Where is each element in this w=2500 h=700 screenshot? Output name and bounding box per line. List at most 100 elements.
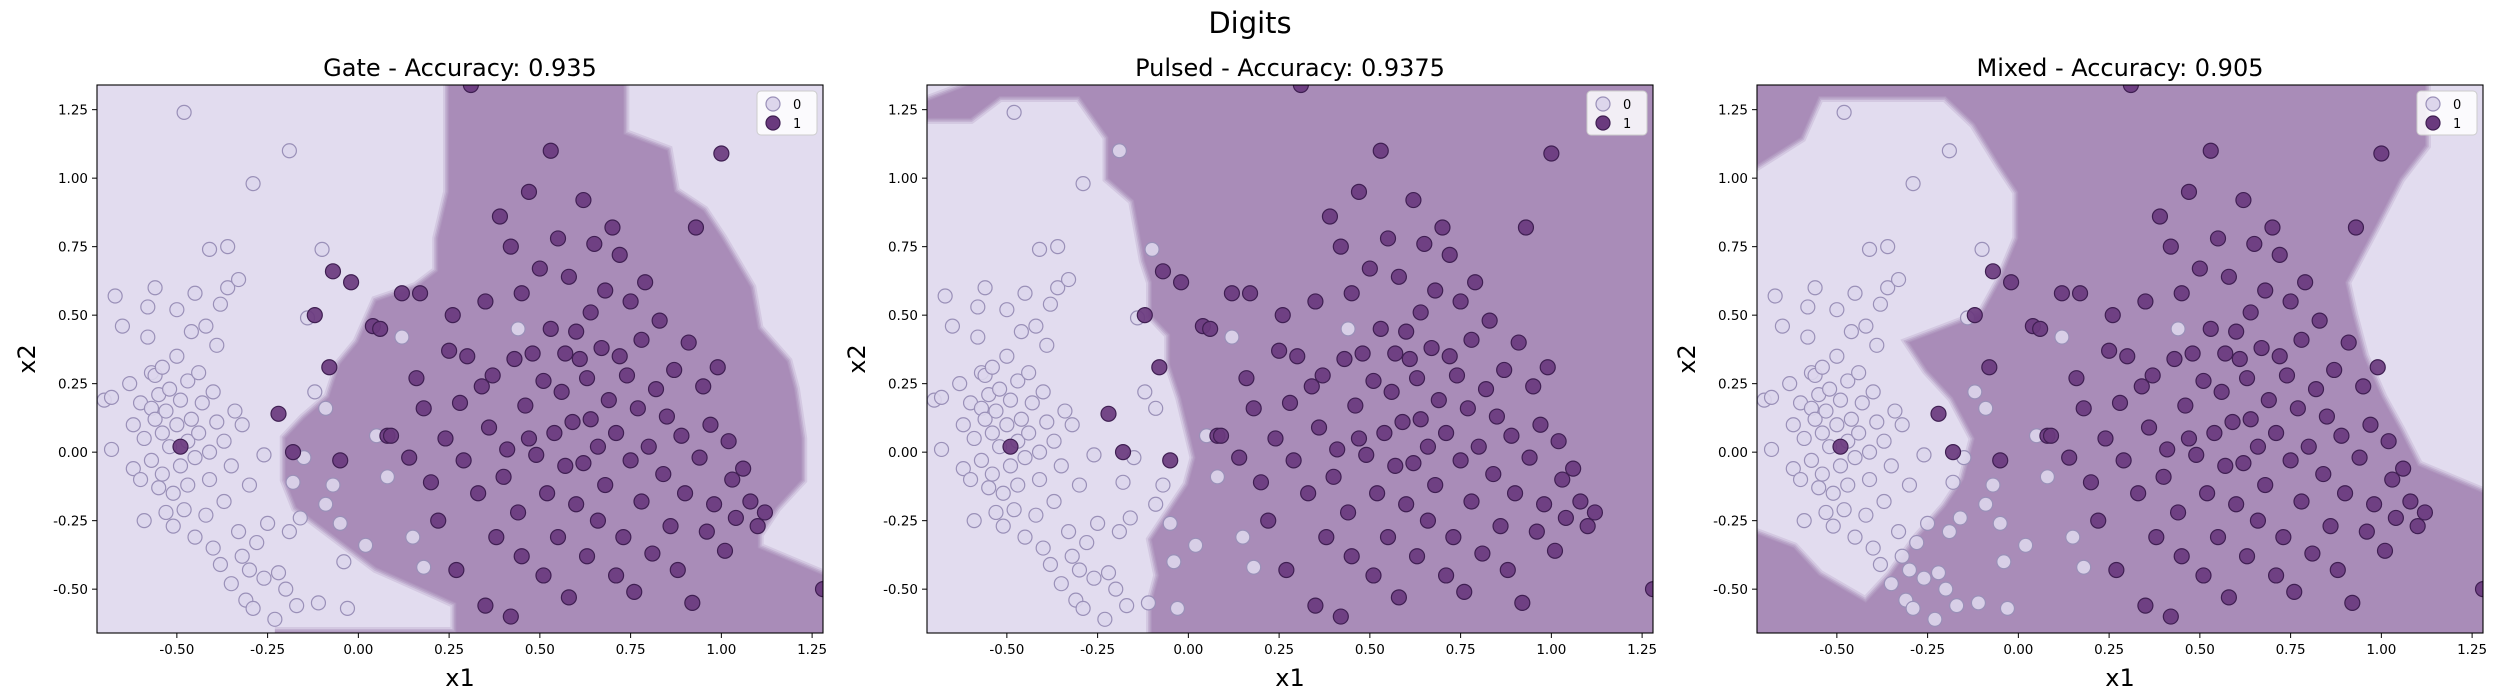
- data-point-class-0: [1148, 400, 1164, 416]
- x-tick-label: 1.25: [1627, 642, 1657, 658]
- data-point-class-1: [1419, 438, 1437, 455]
- y-axis-label: x2: [13, 344, 41, 373]
- data-point-class-1: [2286, 583, 2303, 601]
- data-point-class-1: [2307, 381, 2325, 398]
- data-point-class-0: [1046, 433, 1062, 449]
- data-point-class-0: [143, 452, 160, 468]
- data-point-class-1: [2336, 485, 2354, 502]
- data-point-class-0: [1818, 403, 1834, 419]
- data-point-class-1: [629, 400, 646, 417]
- data-point-class-1: [1463, 331, 1480, 348]
- data-point-class-0: [260, 515, 276, 532]
- data-point-class-0: [955, 461, 971, 477]
- data-point-class-0: [162, 381, 178, 397]
- data-point-class-1: [2119, 348, 2136, 365]
- data-point-class-0: [103, 389, 120, 405]
- legend-box: [756, 90, 818, 136]
- data-point-class-0: [1985, 477, 2001, 493]
- data-point-class-1: [2402, 493, 2419, 510]
- x-tick-label: 0.50: [525, 642, 555, 658]
- data-point-class-0: [970, 299, 986, 315]
- data-point-class-0: [1876, 493, 1892, 510]
- data-point-class-0: [1006, 104, 1022, 121]
- data-point-class-0: [1941, 524, 1957, 540]
- data-point-class-1: [2191, 260, 2208, 277]
- data-point-class-1: [1241, 285, 1259, 302]
- data-point-class-0: [216, 493, 232, 510]
- data-point-class-0: [1829, 348, 1845, 364]
- data-point-class-1: [1412, 411, 1429, 428]
- y-tick-label: -0.50: [883, 582, 918, 598]
- data-point-class-0: [1064, 548, 1080, 564]
- scatter-points: [927, 85, 1653, 627]
- data-point-class-0: [1814, 425, 1830, 441]
- data-point-class-0: [169, 417, 185, 433]
- data-point-class-1: [2409, 518, 2426, 535]
- data-point-class-0: [292, 510, 308, 526]
- data-point-class-0: [2018, 537, 2034, 553]
- data-point-class-0: [1796, 430, 1812, 447]
- data-point-class-0: [1046, 493, 1062, 510]
- data-point-class-1: [1325, 468, 1342, 485]
- data-point-class-1: [524, 345, 541, 362]
- data-point-class-1: [2249, 438, 2267, 455]
- data-point-class-1: [1966, 307, 1983, 324]
- data-point-class-1: [1539, 359, 1556, 376]
- data-point-class-0: [984, 466, 1000, 482]
- data-point-class-1: [568, 323, 585, 340]
- data-point-class-0: [336, 554, 352, 570]
- data-point-class-0: [107, 288, 123, 304]
- data-point-class-0: [201, 444, 218, 460]
- data-point-class-1: [582, 411, 599, 428]
- data-point-class-1: [1238, 370, 1255, 387]
- data-point-class-1: [2293, 493, 2310, 510]
- y-tick-label: 0.00: [58, 445, 88, 461]
- data-point-class-1: [2104, 307, 2121, 324]
- legend-box: [1586, 90, 1648, 136]
- data-point-class-0: [1166, 554, 1182, 570]
- data-point-class-0: [1836, 502, 1852, 518]
- data-point-class-1: [589, 438, 607, 455]
- data-point-class-0: [1996, 554, 2012, 570]
- data-point-class-0: [165, 518, 181, 534]
- data-point-class-1: [2358, 523, 2375, 540]
- data-point-class-0: [2054, 329, 2070, 345]
- data-point-class-0: [1086, 570, 1102, 586]
- data-point-class-1: [1329, 441, 1346, 458]
- data-point-class-0: [1992, 515, 2008, 532]
- data-point-class-0: [1792, 471, 1809, 488]
- data-point-class-0: [1865, 384, 1881, 400]
- data-point-class-0: [358, 537, 374, 553]
- data-point-class-1: [1002, 438, 1019, 455]
- data-point-class-1: [2144, 367, 2161, 384]
- data-point-class-0: [205, 384, 221, 400]
- data-point-class-0: [1861, 471, 1878, 488]
- data-point-class-1: [640, 438, 657, 455]
- data-point-class-1: [1100, 405, 1117, 422]
- x-tick-label: -0.50: [159, 642, 194, 658]
- data-point-class-0: [1111, 524, 1127, 540]
- data-point-class-0: [241, 562, 258, 578]
- data-point-class-0: [1847, 529, 1863, 545]
- data-point-class-1: [673, 427, 690, 444]
- data-point-class-1: [1292, 85, 1309, 94]
- data-point-class-0: [1970, 595, 1987, 611]
- data-point-class-1: [1361, 260, 1378, 277]
- data-point-class-1: [582, 304, 599, 321]
- data-point-class-1: [2278, 367, 2296, 384]
- data-point-class-1: [618, 367, 636, 384]
- data-point-class-1: [2115, 452, 2132, 469]
- data-point-class-1: [560, 268, 578, 285]
- data-point-class-0: [1028, 507, 1044, 523]
- data-point-class-0: [151, 480, 167, 496]
- y-axis-label: x2: [1673, 344, 1701, 373]
- y-tick-label: 0.25: [888, 377, 918, 393]
- data-point-class-0: [1188, 537, 1204, 553]
- data-point-class-1: [2173, 548, 2190, 565]
- data-point-class-1: [517, 397, 534, 414]
- data-point-class-1: [535, 372, 552, 390]
- x-tick-label: 0.00: [343, 642, 373, 658]
- data-point-class-0: [1075, 176, 1091, 192]
- data-point-class-1: [1572, 493, 1589, 510]
- data-point-class-0: [172, 458, 189, 474]
